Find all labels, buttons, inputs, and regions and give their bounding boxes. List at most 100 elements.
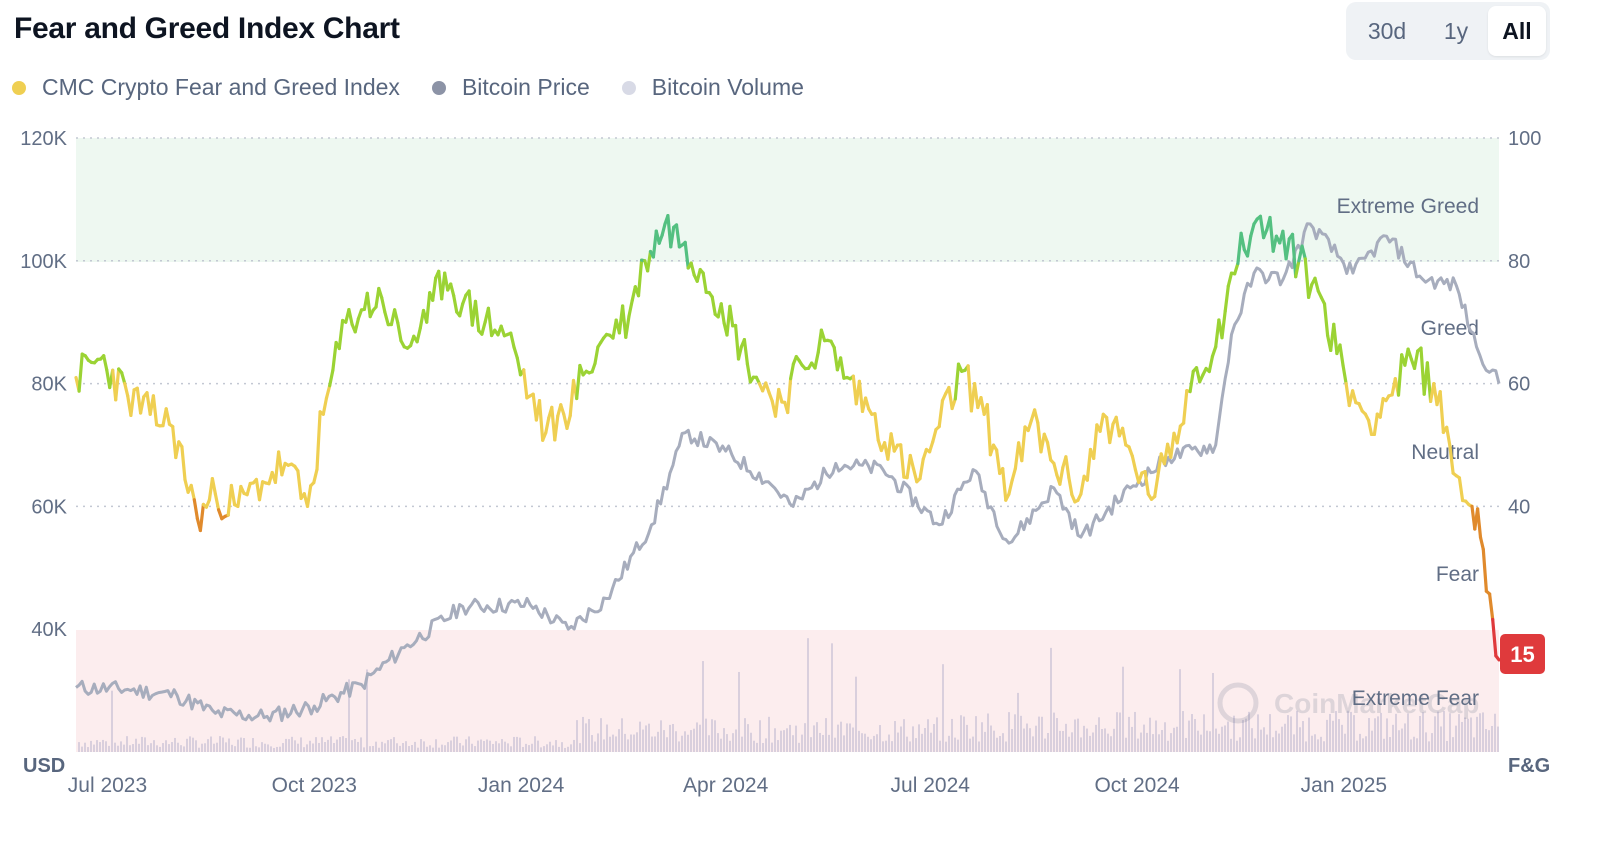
volume-bar	[237, 739, 239, 752]
x-tick-label: Oct 2024	[1094, 774, 1180, 797]
volume-bar	[1107, 733, 1109, 752]
volume-bar	[1395, 713, 1397, 752]
volume-bar	[1248, 711, 1250, 752]
fear-greed-segment	[921, 447, 929, 461]
volume-bar	[327, 739, 329, 752]
volume-bar	[1434, 716, 1436, 752]
volume-bar	[162, 743, 164, 752]
volume-bar	[147, 745, 149, 752]
volume-bar	[666, 737, 668, 752]
volume-bar	[528, 745, 530, 752]
volume-bar	[288, 739, 290, 752]
fear-greed-line	[74, 214, 1501, 662]
fear-greed-segment	[1396, 353, 1404, 397]
volume-bar	[438, 747, 440, 752]
fear-greed-segment	[1153, 474, 1160, 499]
volume-bar	[768, 716, 770, 752]
volume-bar	[531, 743, 533, 752]
volume-bar	[1077, 718, 1079, 752]
volume-bar	[1359, 733, 1361, 752]
volume-bar	[261, 742, 263, 752]
volume-bar	[225, 742, 227, 752]
volume-bar	[1215, 728, 1217, 752]
volume-bar	[1335, 711, 1337, 752]
volume-bar	[276, 746, 278, 752]
volume-bar	[1470, 717, 1472, 752]
range-button-all[interactable]: All	[1488, 6, 1546, 56]
fear-greed-segment	[151, 394, 159, 427]
fear-greed-segment	[553, 414, 560, 442]
volume-bar	[408, 746, 410, 752]
fear-greed-segment	[972, 382, 980, 410]
volume-bar	[1044, 738, 1046, 752]
volume-bar	[246, 747, 248, 752]
current-value-badge-bg	[1500, 634, 1545, 674]
right-tick-label: 60	[1508, 374, 1530, 396]
volume-bar	[123, 744, 125, 752]
x-tick-label: Oct 2023	[272, 774, 357, 797]
volume-bar	[561, 742, 563, 752]
volume-bar	[1047, 733, 1049, 752]
volume-bar	[1101, 729, 1103, 752]
volume-bar	[1056, 718, 1058, 752]
volume-bar	[78, 742, 80, 752]
volume-bar	[921, 733, 923, 752]
volume-bar	[1113, 728, 1115, 752]
volume-bar	[159, 746, 161, 752]
volume-bar	[1164, 722, 1166, 752]
fear-greed-segment	[953, 362, 961, 401]
range-button-30d[interactable]: 30d	[1367, 17, 1407, 44]
fear-greed-segment	[1188, 369, 1195, 394]
volume-bar	[1068, 736, 1070, 752]
volume-bar	[180, 745, 182, 752]
volume-bar	[1233, 715, 1235, 752]
legend-item-fear-greed[interactable]: CMC Crypto Fear and Greed Index	[12, 74, 400, 101]
volume-bar	[273, 747, 275, 752]
fear-greed-segment	[1425, 361, 1433, 403]
range-button-1y[interactable]: 1y	[1443, 17, 1469, 44]
fear-greed-segment	[129, 388, 136, 417]
volume-bar	[486, 739, 488, 752]
fear-greed-segment	[1341, 363, 1348, 386]
legend-item-bitcoin-volume[interactable]: Bitcoin Volume	[621, 74, 804, 101]
volume-bar	[525, 743, 527, 752]
volume-bar	[207, 739, 209, 752]
volume-bar	[1329, 713, 1331, 752]
volume-bar	[1398, 730, 1400, 752]
volume-bar	[654, 736, 656, 752]
volume-bar	[111, 690, 113, 752]
right-axis: 100 80 60 40	[1508, 128, 1541, 518]
volume-bar	[1377, 716, 1379, 752]
volume-bar	[1050, 647, 1052, 752]
volume-bar	[1104, 728, 1106, 752]
volume-bar	[597, 733, 599, 752]
fear-greed-segment	[1258, 214, 1266, 240]
volume-bar	[405, 741, 407, 752]
volume-bar	[822, 734, 824, 752]
fear-greed-segment	[1322, 302, 1330, 337]
volume-bar	[369, 746, 371, 752]
volume-bar	[1206, 730, 1208, 752]
volume-bar	[108, 745, 110, 752]
fear-greed-segment	[1143, 470, 1150, 496]
volume-bar	[564, 747, 566, 752]
volume-bar	[660, 720, 662, 752]
volume-bar	[1089, 735, 1091, 752]
fear-greed-segment	[813, 350, 820, 370]
volume-bar	[1239, 737, 1241, 752]
volume-bar	[972, 736, 974, 752]
volume-bar	[501, 739, 503, 752]
volume-bar	[873, 735, 875, 752]
volume-bar	[645, 725, 647, 752]
fear-greed-segment	[728, 304, 735, 328]
fear-greed-segment	[449, 282, 456, 298]
fear-greed-segment	[1032, 408, 1040, 425]
volume-bar	[1065, 723, 1067, 752]
fear-greed-segment	[1114, 415, 1122, 438]
left-tick-label: 120K	[20, 128, 67, 150]
fear-greed-segment	[669, 225, 676, 249]
fear-greed-segment	[324, 384, 332, 400]
legend-item-bitcoin-price[interactable]: Bitcoin Price	[431, 74, 590, 101]
fear-greed-segment	[927, 440, 935, 454]
